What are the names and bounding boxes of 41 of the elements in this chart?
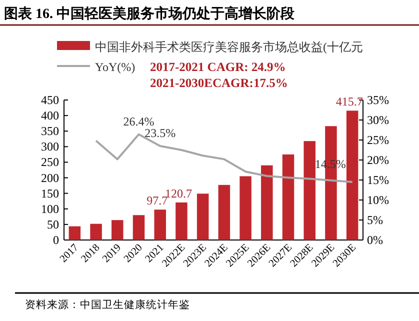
y2-tick-label: 30% (367, 113, 389, 127)
bar (132, 215, 145, 240)
y2-tick-label: 10% (367, 193, 389, 207)
data-label: 23.5% (144, 126, 176, 140)
y-tick-label: 150 (41, 186, 59, 200)
bar (282, 154, 294, 240)
y2-tick-label: 35% (367, 93, 389, 107)
y-tick-label: 300 (41, 140, 59, 154)
text: 2021-2030ECAGR:17.5% (150, 76, 288, 90)
bar (68, 226, 81, 240)
bar (112, 220, 124, 240)
text: 2017-2021 CAGR: 24.9% (150, 60, 286, 74)
y-tick-label: 200 (41, 170, 59, 185)
y2-tick-label: 5% (367, 213, 383, 227)
legend-label: 中国非外科手术类医疗美容服务市场总收益(十亿元 (95, 40, 363, 54)
bar (261, 165, 273, 240)
chart-title: 图表 16. 中国轻医美服务市场仍处于高增长阶段 (4, 5, 296, 22)
y2-tick-label: 25% (367, 133, 389, 147)
y2-tick-label: 20% (367, 153, 389, 167)
data-label: 26.4% (123, 114, 154, 128)
legend-label: YoY(%) (95, 60, 136, 74)
bar (196, 194, 209, 240)
y-tick-label: 100 (41, 202, 59, 216)
bar (90, 224, 102, 240)
y-tick-label: 50 (47, 217, 59, 232)
bar (346, 110, 358, 240)
text: 资料来源：中国卫生健康统计年鉴 (25, 298, 190, 311)
data-label: 97.7 (146, 194, 168, 208)
y-tick-label: 400 (41, 108, 59, 123)
y2-tick-label: 15% (367, 173, 389, 187)
bar (154, 210, 166, 240)
y2-tick-label: 0% (367, 233, 383, 247)
bar (240, 176, 252, 240)
bar (176, 202, 188, 240)
y-tick-label: 350 (41, 124, 59, 138)
y-tick-label: 450 (41, 93, 59, 107)
y-tick-label: 0 (53, 233, 59, 247)
data-label: 415.7 (336, 94, 363, 109)
bar (304, 141, 316, 240)
y-tick-label: 250 (41, 155, 59, 170)
bar (218, 184, 230, 240)
